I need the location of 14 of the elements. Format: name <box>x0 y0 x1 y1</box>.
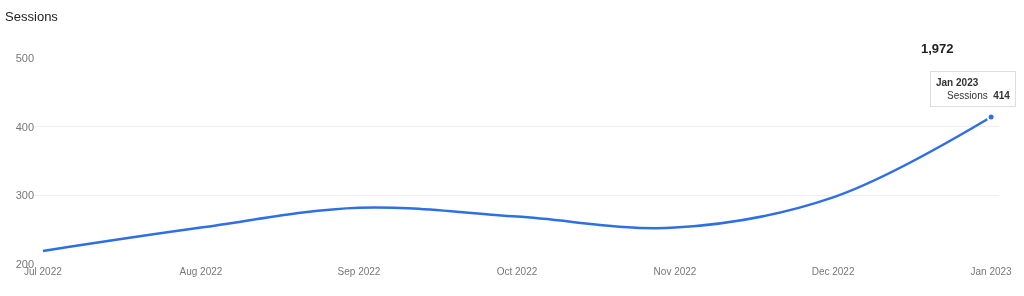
category-label: Jan 2023 <box>936 77 979 88</box>
x-tick-label: Dec 2022 <box>811 266 855 277</box>
y-tick-label: 300 <box>15 189 34 202</box>
data-label: 414 <box>993 90 1011 101</box>
series-label: Sessions <box>947 90 988 101</box>
y-tick-label: 400 <box>15 120 34 133</box>
x-tick-label: Oct 2022 <box>496 266 538 277</box>
x-tick-label: Aug 2022 <box>179 266 223 277</box>
text: 1,972 <box>921 41 954 56</box>
x-tick-label: Nov 2022 <box>653 266 697 277</box>
x-tick-label: Sep 2022 <box>337 266 381 277</box>
chart-title: Sessions <box>5 8 59 24</box>
y-tick-label: 500 <box>15 51 34 64</box>
x-tick-label: Jan 2023 <box>970 266 1013 277</box>
